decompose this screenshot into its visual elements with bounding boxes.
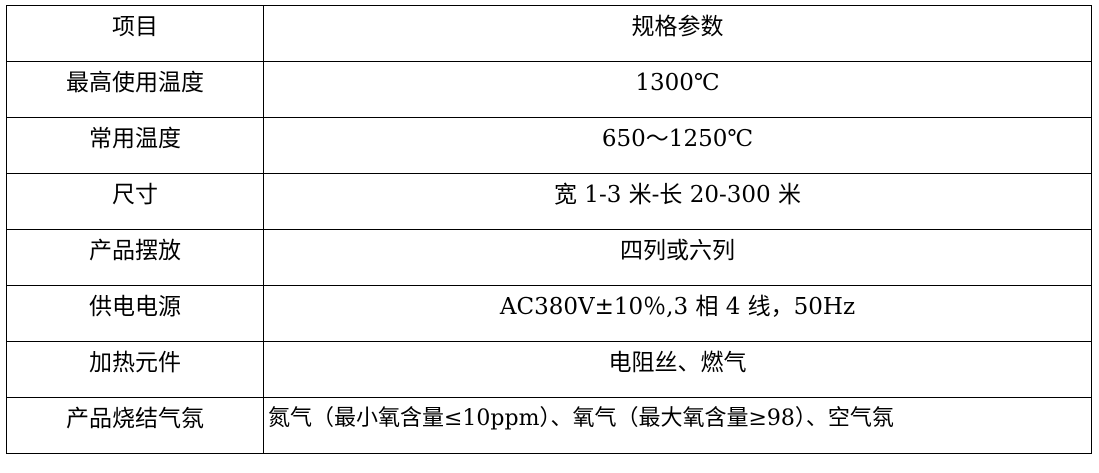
table-row: 最高使用温度 1300℃ [6,61,1092,118]
row-item: 产品烧结气氛 [6,397,264,454]
table-row: 常用温度 650～1250℃ [6,117,1092,174]
table-row: 加热元件 电阻丝、燃气 [6,341,1092,398]
table-row: 产品烧结气氛 氮气（最小氧含量≤10ppm）、氧气（最大氧含量≥98）、空气氛 [6,397,1092,454]
row-spec: 氮气（最小氧含量≤10ppm）、氧气（最大氧含量≥98）、空气氛 [263,397,1092,454]
row-spec: AC380V±10％,3 相 4 线，50Hz [263,285,1092,342]
row-item: 产品摆放 [6,229,264,286]
row-item: 供电电源 [6,285,264,342]
row-spec: 1300℃ [263,61,1092,118]
row-spec: 四列或六列 [263,229,1092,286]
table-row: 尺寸 宽 1-3 米-长 20-300 米 [6,173,1092,230]
table-row: 产品摆放 四列或六列 [6,229,1092,286]
row-item: 常用温度 [6,117,264,174]
row-spec: 宽 1-3 米-长 20-300 米 [263,173,1092,230]
row-spec: 650～1250℃ [263,117,1092,174]
spec-table: 项目 规格参数 最高使用温度 1300℃ 常用温度 650～1250℃ 尺寸 宽… [6,5,1092,454]
table-row: 供电电源 AC380V±10％,3 相 4 线，50Hz [6,285,1092,342]
row-spec: 电阻丝、燃气 [263,341,1092,398]
row-item: 尺寸 [6,173,264,230]
header-item: 项目 [6,5,264,62]
row-item: 最高使用温度 [6,61,264,118]
row-item: 加热元件 [6,341,264,398]
table-header-row: 项目 规格参数 [6,5,1092,62]
header-spec: 规格参数 [263,5,1092,62]
